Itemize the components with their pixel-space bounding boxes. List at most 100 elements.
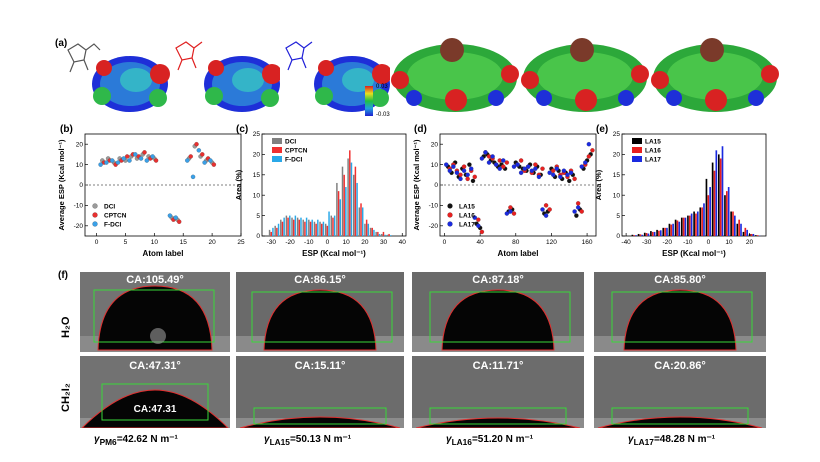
- bar: [360, 203, 362, 236]
- y-axis-label: Area (%): [594, 169, 603, 200]
- bar: [678, 221, 681, 236]
- data-point: [558, 174, 563, 180]
- esp-map-la16: [520, 28, 650, 120]
- droplet-icon: [236, 356, 404, 428]
- bar: [361, 207, 364, 236]
- data-point: [497, 166, 502, 171]
- data-point: [554, 166, 559, 171]
- bar: [390, 235, 392, 236]
- data-point: [190, 174, 196, 180]
- bar: [750, 233, 753, 236]
- bar: [347, 158, 349, 236]
- y-tick-label: 15: [253, 172, 261, 179]
- bar: [645, 233, 648, 236]
- bar: [688, 215, 691, 236]
- data-point: [104, 160, 109, 165]
- legend-marker: [92, 212, 98, 218]
- bar: [328, 211, 330, 236]
- ca-inset-text: CA:47.31: [133, 404, 177, 415]
- data-point: [444, 162, 449, 167]
- data-point: [476, 217, 481, 222]
- contact-angle-photo-ch2i2-la15: CA:15.11°: [236, 356, 404, 428]
- data-point: [472, 215, 477, 220]
- data-point: [470, 178, 476, 184]
- bar: [659, 230, 662, 236]
- bar: [349, 150, 351, 236]
- bar: [680, 217, 683, 236]
- bar: [311, 219, 313, 236]
- legend-marker: [447, 203, 453, 209]
- data-point: [486, 160, 492, 165]
- chart-d: 0 40 80 120 160 -20 -10 0 10 20 Atom label Average …: [412, 133, 597, 258]
- data-point: [547, 170, 552, 175]
- y-tick-label: 10: [76, 162, 84, 169]
- bar: [682, 217, 685, 236]
- chart-e: -40 -30 -20 -10 0 10 20 0 5 10 15 20 25 ESP (Kcal mol…: [594, 131, 767, 258]
- data-point: [526, 164, 531, 169]
- data-point: [504, 160, 510, 165]
- bar: [365, 219, 368, 236]
- bar: [276, 227, 278, 236]
- la16-label: LA16: [528, 40, 551, 50]
- legend-swatch: [272, 147, 282, 153]
- bar: [287, 217, 289, 236]
- ca-ch2i2-la15: CA:15.11°: [294, 360, 346, 372]
- bar: [653, 231, 656, 236]
- data-point: [590, 148, 595, 153]
- data-point: [200, 152, 205, 157]
- esp-map-fdci: [280, 28, 392, 120]
- bar: [727, 187, 730, 236]
- bar: [666, 227, 668, 236]
- data-point: [501, 164, 506, 169]
- data-point: [461, 164, 467, 169]
- data-point: [479, 229, 485, 235]
- esp-map-dci: [60, 28, 170, 120]
- data-point: [504, 211, 510, 216]
- bar: [354, 166, 357, 236]
- y-tick-label: -20: [74, 223, 84, 230]
- x-tick-label: 25: [237, 239, 245, 246]
- data-point: [138, 156, 144, 161]
- droplet-icon: [80, 356, 230, 428]
- bar: [270, 231, 272, 236]
- bar: [382, 231, 385, 236]
- data-point: [508, 205, 513, 210]
- bar: [367, 223, 370, 236]
- data-point: [196, 148, 202, 153]
- surface-energy-la16: γLA16=51.20 N m⁻¹: [446, 434, 533, 447]
- gamma-sub: LA16: [451, 437, 472, 447]
- y-axis-label: Average ESP (Kcal mol⁻¹): [412, 139, 421, 231]
- data-point: [579, 209, 584, 214]
- bar: [364, 223, 366, 236]
- y-tick-label: 0: [79, 182, 83, 189]
- bar: [674, 219, 677, 236]
- bar: [734, 215, 736, 236]
- bar: [668, 223, 671, 236]
- x-tick-label: 120: [546, 239, 557, 246]
- bar: [272, 227, 274, 236]
- droplet-icon: [412, 356, 584, 428]
- data-point: [540, 207, 545, 212]
- bar: [277, 223, 280, 236]
- esp-map-la17: [650, 28, 780, 120]
- bar: [375, 231, 377, 236]
- data-point: [451, 164, 456, 169]
- data-point: [586, 142, 592, 147]
- x-tick-label: -40: [621, 239, 631, 246]
- bar: [631, 234, 634, 236]
- y-tick-label: 25: [253, 131, 261, 138]
- data-point: [551, 172, 556, 178]
- x-tick-label: 0: [95, 239, 99, 246]
- chart-b: 0 5 10 15 20 25 -20 -10 0 10 20 Atom label Average E…: [57, 133, 245, 258]
- y-tick-label: 25: [613, 131, 621, 138]
- y-tick-label: 10: [613, 192, 621, 199]
- bar: [707, 195, 710, 236]
- la17-esp-icon: [651, 38, 779, 112]
- x-tick-label: 160: [582, 239, 593, 246]
- bar: [715, 150, 718, 236]
- fdci-structure-icon: [285, 41, 392, 112]
- data-point: [476, 223, 481, 229]
- data-point: [469, 166, 474, 171]
- panel-d-label: (d): [414, 124, 427, 135]
- bar: [738, 219, 740, 236]
